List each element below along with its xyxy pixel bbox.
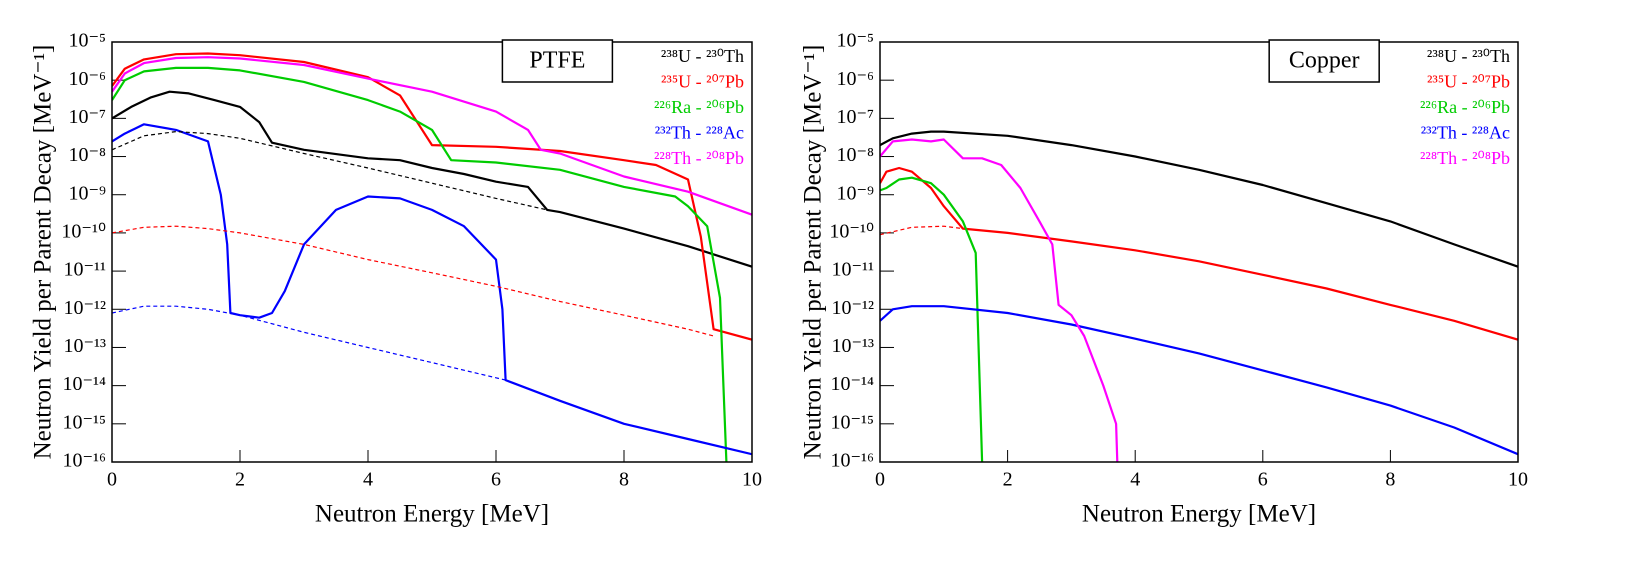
chart-title: Copper <box>1289 48 1360 74</box>
y-tick-label: 10⁻¹⁶ <box>830 450 874 472</box>
y-tick-label: 10⁻¹² <box>831 297 874 319</box>
y-tick-label: 10⁻¹⁵ <box>62 411 106 433</box>
x-tick-label: 8 <box>1385 469 1395 491</box>
y-axis-label: Neutron Yield per Parent Decay [MeV⁻¹] <box>800 45 827 460</box>
dashed-line <box>880 225 963 236</box>
y-tick-label: 10⁻¹¹ <box>831 259 874 281</box>
x-axis-label: Neutron Energy [MeV] <box>315 501 549 528</box>
y-tick-label: 10⁻⁹ <box>836 182 874 204</box>
y-tick-label: 10⁻¹¹ <box>63 259 106 281</box>
y-tick-label: 10⁻¹⁰ <box>61 221 106 243</box>
y-tick-label: 10⁻¹³ <box>831 335 874 357</box>
y-tick-label: 10⁻⁸ <box>836 144 874 166</box>
y-tick-label: 10⁻¹² <box>63 297 106 319</box>
legend-entry: ²³⁸U - ²³⁰Th <box>1427 46 1510 66</box>
plot-frame <box>111 41 753 463</box>
legend-entry: ²²⁸Th - ²⁰⁸Pb <box>654 148 744 168</box>
line <box>112 66 728 462</box>
dashed-line <box>112 305 506 381</box>
x-tick-label: 8 <box>619 469 629 491</box>
y-tick-label: 10⁻⁸ <box>68 144 106 166</box>
dashed-line <box>112 131 548 211</box>
x-tick-label: 4 <box>363 469 373 491</box>
x-axis-label: Neutron Energy [MeV] <box>1082 501 1316 528</box>
x-tick-label: 10 <box>1508 469 1528 491</box>
legend-entry: ²²⁶Ra - ²⁰⁶Pb <box>1420 97 1510 117</box>
x-tick-label: 4 <box>1130 469 1140 491</box>
line <box>112 90 752 268</box>
title-box <box>501 39 614 83</box>
y-tick-label: 10⁻¹⁵ <box>830 411 874 433</box>
plot-lines <box>112 52 752 462</box>
line <box>880 176 984 462</box>
plot-lines <box>880 130 1518 462</box>
legend-entry: ²³⁵U - ²⁰⁷Pb <box>661 72 744 92</box>
line <box>880 166 1518 341</box>
legend-entry: ²²⁶Ra - ²⁰⁶Pb <box>654 97 744 117</box>
line <box>112 123 752 456</box>
legend-entry: ²²⁸Th - ²⁰⁸Pb <box>1420 148 1510 168</box>
x-tick-label: 0 <box>107 469 117 491</box>
x-tick-label: 10 <box>742 469 762 491</box>
y-tick-label: 10⁻¹⁰ <box>829 221 874 243</box>
y-tick-label: 10⁻⁷ <box>68 106 106 128</box>
y-tick-label: 10⁻⁵ <box>68 30 106 52</box>
y-tick-label: 10⁻¹³ <box>63 335 106 357</box>
y-tick-label: 10⁻⁶ <box>836 68 874 90</box>
plot-frame <box>879 41 1519 463</box>
x-tick-label: 2 <box>235 469 245 491</box>
title-box <box>1268 39 1380 83</box>
line <box>880 138 1119 462</box>
y-axis-label: Neutron Yield per Parent Decay [MeV⁻¹] <box>30 45 57 460</box>
x-tick-label: 6 <box>1258 469 1268 491</box>
chart-title: PTFE <box>529 48 585 74</box>
y-tick-label: 10⁻⁹ <box>68 182 106 204</box>
x-tick-label: 2 <box>1003 469 1013 491</box>
line <box>880 305 1518 456</box>
legend-entry: ²³⁸U - ²³⁰Th <box>661 46 744 66</box>
y-tick-label: 10⁻¹⁴ <box>830 373 874 395</box>
y-tick-label: 10⁻¹⁶ <box>62 450 106 472</box>
line <box>112 56 752 216</box>
legend-entry: ²³²Th - ²²⁸Ac <box>1421 123 1510 143</box>
x-tick-label: 6 <box>491 469 501 491</box>
y-tick-label: 10⁻⁶ <box>68 68 106 90</box>
y-tick-label: 10⁻⁵ <box>836 30 874 52</box>
x-tick-label: 0 <box>875 469 885 491</box>
y-tick-label: 10⁻⁷ <box>836 106 874 128</box>
line <box>880 130 1518 268</box>
dashed-line <box>112 225 714 337</box>
legend-entry: ²³⁵U - ²⁰⁷Pb <box>1427 72 1510 92</box>
legend-entry: ²³²Th - ²²⁸Ac <box>655 123 744 143</box>
y-tick-label: 10⁻¹⁴ <box>62 373 106 395</box>
